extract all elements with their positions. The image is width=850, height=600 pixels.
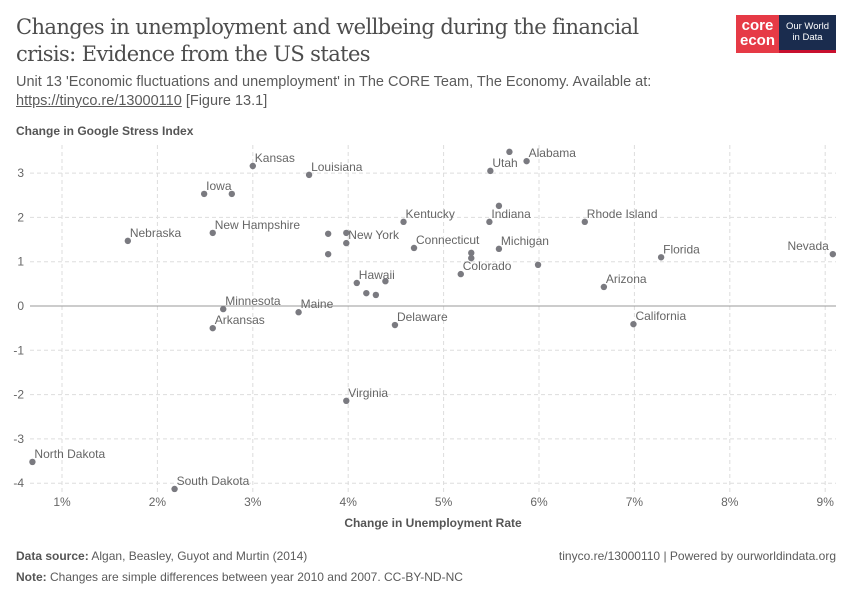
point-label: New Hampshire xyxy=(215,218,301,232)
point-label: New York xyxy=(348,228,400,242)
logo[interactable]: core econ Our World in Data xyxy=(736,15,836,53)
point-label: Virginia xyxy=(348,386,388,400)
data-point xyxy=(630,320,637,328)
point-label: South Dakota xyxy=(177,474,250,488)
point-label: Maine xyxy=(301,297,334,311)
point-label: Michigan xyxy=(501,234,549,248)
data-point xyxy=(581,218,588,226)
data-point xyxy=(343,229,350,237)
data-point xyxy=(295,309,302,316)
data-point xyxy=(305,171,313,179)
data-point xyxy=(353,279,360,287)
y-tick-label: 1 xyxy=(17,255,24,269)
point-label: Nebraska xyxy=(130,226,182,240)
data-point xyxy=(249,162,256,170)
chart-subtitle: Unit 13 'Economic fluctuations and unemp… xyxy=(16,74,652,109)
y-tick-label: -3 xyxy=(13,432,24,446)
note: Note: Changes are simple differences bet… xyxy=(16,570,463,584)
data-point xyxy=(468,254,475,262)
data-point xyxy=(343,397,350,405)
point-label: North Dakota xyxy=(34,447,105,461)
x-tick-label: 2% xyxy=(149,495,167,509)
point-label: Connecticut xyxy=(416,233,480,247)
point-label: Louisiana xyxy=(311,160,363,174)
point-label: Iowa xyxy=(206,179,232,193)
data-point xyxy=(209,229,216,237)
data-point xyxy=(382,277,389,285)
data-point xyxy=(829,250,837,258)
data-point xyxy=(506,148,513,156)
data-point xyxy=(171,485,178,493)
y-tick-label: 0 xyxy=(17,299,24,313)
y-tick-label: -2 xyxy=(13,388,24,402)
data-point xyxy=(410,244,418,252)
point-label: Nevada xyxy=(787,239,829,253)
point-label: Colorado xyxy=(463,259,512,273)
footer-links[interactable]: tinyco.re/13000110 | Powered by ourworld… xyxy=(558,549,836,563)
y-tick-label: 3 xyxy=(17,166,24,180)
point-label: Arizona xyxy=(606,272,647,286)
point-label: Minnesota xyxy=(225,294,281,308)
point-label: Hawaii xyxy=(359,268,395,282)
point-label: Delaware xyxy=(397,310,448,324)
data-point xyxy=(487,167,494,175)
data-point xyxy=(209,324,216,332)
x-tick-label: 3% xyxy=(244,495,262,509)
chart-title: Changes in unemployment and wellbeing du… xyxy=(16,15,639,66)
data-point xyxy=(124,237,132,245)
data-point xyxy=(200,190,208,198)
data-point xyxy=(391,321,399,329)
point-label: Florida xyxy=(663,242,700,256)
point-label: Arkansas xyxy=(215,313,265,327)
point-label: Kansas xyxy=(255,151,295,165)
x-tick-label: 1% xyxy=(53,495,71,509)
y-tick-label: 2 xyxy=(17,210,24,224)
data-point xyxy=(457,270,464,278)
data-point xyxy=(600,283,608,291)
x-axis-label: Change in Unemployment Rate xyxy=(344,516,522,530)
point-label: Alabama xyxy=(529,146,577,160)
point-label: Rhode Island xyxy=(587,207,658,221)
data-point xyxy=(372,291,380,299)
core-econ-logo: core econ xyxy=(736,15,779,53)
data-point xyxy=(324,250,332,258)
point-label: Indiana xyxy=(491,207,531,221)
y-tick-label: -4 xyxy=(13,476,24,490)
x-tick-label: 4% xyxy=(340,495,358,509)
x-tick-label: 8% xyxy=(721,495,739,509)
data-point xyxy=(220,305,227,313)
subtitle-link[interactable]: https://tinyco.re/13000110 xyxy=(16,93,182,109)
x-tick-label: 5% xyxy=(435,495,453,509)
data-point xyxy=(228,190,236,198)
y-axis-label: Change in Google Stress Index xyxy=(16,124,194,138)
owid-logo: Our World in Data xyxy=(779,15,836,53)
data-point xyxy=(657,254,665,261)
data-point xyxy=(534,261,542,269)
data-point xyxy=(486,218,493,226)
x-tick-label: 7% xyxy=(626,495,644,509)
y-tick-label: -1 xyxy=(13,343,24,357)
data-point xyxy=(495,245,503,253)
data-point xyxy=(495,202,503,210)
data-point xyxy=(29,458,36,466)
data-point xyxy=(343,239,350,247)
point-label: Utah xyxy=(492,156,517,170)
point-label: Kentucky xyxy=(406,207,455,221)
data-point xyxy=(468,249,475,257)
data-point xyxy=(363,289,370,297)
data-point xyxy=(324,230,332,237)
x-tick-label: 6% xyxy=(530,495,548,509)
data-source: Data source: Algan, Beasley, Guyot and M… xyxy=(16,549,308,563)
point-label: California xyxy=(635,309,686,323)
data-point xyxy=(523,157,530,165)
x-tick-label: 9% xyxy=(817,495,835,509)
data-point xyxy=(400,218,407,226)
